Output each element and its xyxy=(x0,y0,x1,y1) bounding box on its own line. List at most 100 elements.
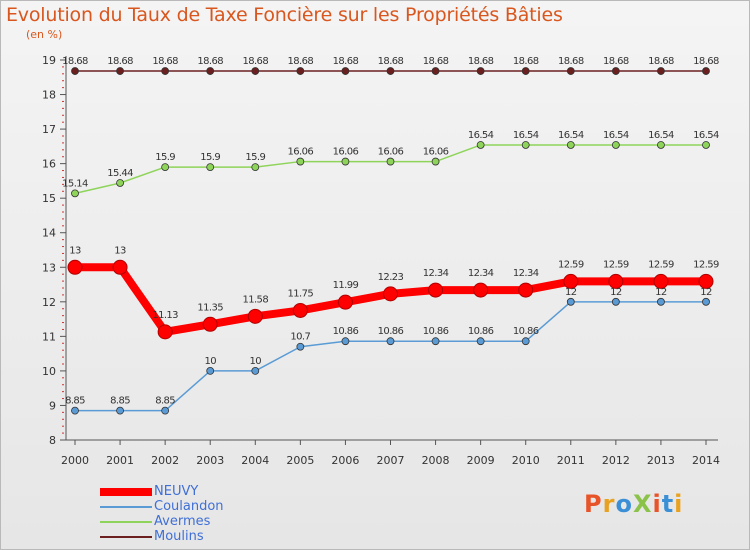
data-point-coulandon xyxy=(657,297,665,306)
data-label-neuvy: 12.59 xyxy=(693,259,719,270)
y-tick-label: 16 xyxy=(42,158,56,171)
x-tick-label: 2008 xyxy=(422,454,450,467)
data-label-moulins: 18.68 xyxy=(288,56,314,67)
data-point-avermes xyxy=(657,141,665,149)
data-label-neuvy: 11.99 xyxy=(333,280,359,291)
data-label-coulandon: 8.85 xyxy=(110,396,130,407)
data-label-coulandon: 10.86 xyxy=(513,326,539,337)
logo-letter: r xyxy=(602,490,616,518)
data-point-coulandon xyxy=(116,406,124,415)
data-point-avermes xyxy=(251,163,260,171)
data-point-avermes xyxy=(206,163,215,171)
data-label-neuvy: 11.75 xyxy=(288,288,314,299)
data-label-neuvy: 12.59 xyxy=(648,259,674,270)
logo-letter: t xyxy=(661,490,675,518)
data-point-moulins xyxy=(341,67,350,75)
data-point-coulandon xyxy=(566,297,575,306)
data-label-coulandon: 8.85 xyxy=(155,396,175,407)
data-point-neuvy xyxy=(247,308,263,324)
data-point-neuvy xyxy=(698,273,714,289)
data-point-avermes xyxy=(116,179,124,187)
data-point-neuvy xyxy=(337,294,353,310)
data-label-coulandon: 10.7 xyxy=(290,332,310,343)
data-point-avermes xyxy=(702,141,710,149)
data-point-avermes xyxy=(161,163,170,171)
data-point-coulandon xyxy=(611,297,620,306)
data-point-neuvy xyxy=(563,273,579,289)
data-label-neuvy: 12.59 xyxy=(558,259,584,270)
data-point-neuvy xyxy=(157,324,173,340)
data-label-neuvy: 13 xyxy=(69,245,81,256)
legend-item-coulandon: Coulandon xyxy=(100,499,224,514)
data-label-moulins: 18.68 xyxy=(603,56,629,67)
data-point-neuvy xyxy=(112,259,128,275)
data-point-neuvy xyxy=(67,259,83,275)
data-label-avermes: 15.9 xyxy=(155,152,175,163)
data-label-moulins: 18.68 xyxy=(242,56,268,67)
data-point-neuvy xyxy=(383,286,398,302)
x-tick-label: 2007 xyxy=(377,454,405,467)
data-labels-layer: 18.68 18.68 18.68 18.68 18.68 18.68 18.68 18.68… xyxy=(62,56,719,407)
data-point-neuvy xyxy=(473,282,489,298)
data-label-moulins: 18.68 xyxy=(648,56,674,67)
data-point-avermes xyxy=(296,157,305,166)
x-tick-label: 2000 xyxy=(61,454,89,467)
y-tick-label: 11 xyxy=(42,330,56,343)
data-point-neuvy xyxy=(608,273,624,289)
data-point-coulandon xyxy=(71,406,79,415)
data-label-moulins: 18.68 xyxy=(468,56,494,67)
data-label-neuvy: 13 xyxy=(114,245,126,256)
x-tick-label: 2014 xyxy=(692,454,720,467)
data-point-coulandon xyxy=(386,337,395,346)
legend-swatch xyxy=(100,505,152,508)
legend-swatch xyxy=(100,520,152,523)
data-point-avermes xyxy=(431,157,440,166)
x-tick-label: 2003 xyxy=(196,454,224,467)
data-point-avermes xyxy=(521,141,530,149)
data-label-coulandon: 10.86 xyxy=(468,326,494,337)
data-label-moulins: 18.68 xyxy=(197,56,223,67)
data-label-coulandon: 12 xyxy=(610,287,622,298)
data-label-moulins: 18.68 xyxy=(152,56,178,67)
axes: 8 9 10 11 12 13 14 15 16 17 18 19 2000 2001 2002 2003 20… xyxy=(42,54,720,467)
legend-item-avermes: Avermes xyxy=(100,514,224,529)
data-point-avermes xyxy=(611,141,620,149)
y-tick-label: 13 xyxy=(42,261,56,274)
x-tick-label: 2010 xyxy=(512,454,540,467)
data-label-moulins: 18.68 xyxy=(333,56,359,67)
data-label-avermes: 16.54 xyxy=(513,130,539,141)
data-label-neuvy: 12.34 xyxy=(513,268,539,279)
data-point-avermes xyxy=(386,157,395,166)
data-point-neuvy xyxy=(653,273,669,289)
data-label-moulins: 18.68 xyxy=(62,56,88,67)
data-label-neuvy: 11.35 xyxy=(197,302,223,313)
legend: NEUVY Coulandon Avermes Moulins xyxy=(100,484,224,544)
data-point-avermes xyxy=(71,189,79,198)
series-layer xyxy=(67,67,714,415)
data-label-coulandon: 12 xyxy=(700,287,712,298)
logo-letter: i xyxy=(674,490,684,518)
data-label-neuvy: 12.34 xyxy=(468,268,494,279)
data-point-avermes xyxy=(341,157,350,166)
data-point-coulandon xyxy=(206,367,215,375)
data-point-moulins xyxy=(161,67,170,75)
data-label-coulandon: 10 xyxy=(250,356,262,367)
data-label-neuvy: 11.13 xyxy=(152,310,178,321)
x-tick-label: 2002 xyxy=(151,454,179,467)
y-tick-label: 14 xyxy=(42,227,56,240)
proxiti-logo: ProXiti xyxy=(584,490,683,518)
data-label-avermes: 16.06 xyxy=(288,147,314,158)
data-label-moulins: 18.68 xyxy=(513,56,539,67)
data-point-moulins xyxy=(521,67,530,75)
data-point-coulandon xyxy=(476,337,485,346)
data-label-avermes: 16.06 xyxy=(378,147,404,158)
y-tick-label: 10 xyxy=(42,365,56,378)
x-tick-label: 2004 xyxy=(241,454,269,467)
data-point-moulins xyxy=(206,67,215,75)
data-label-neuvy: 12.23 xyxy=(378,272,404,283)
y-tick-label: 19 xyxy=(42,54,56,67)
data-label-coulandon: 10.86 xyxy=(378,326,404,337)
data-point-moulins xyxy=(386,67,395,75)
data-label-coulandon: 8.85 xyxy=(65,396,85,407)
x-tick-label: 2006 xyxy=(331,454,359,467)
